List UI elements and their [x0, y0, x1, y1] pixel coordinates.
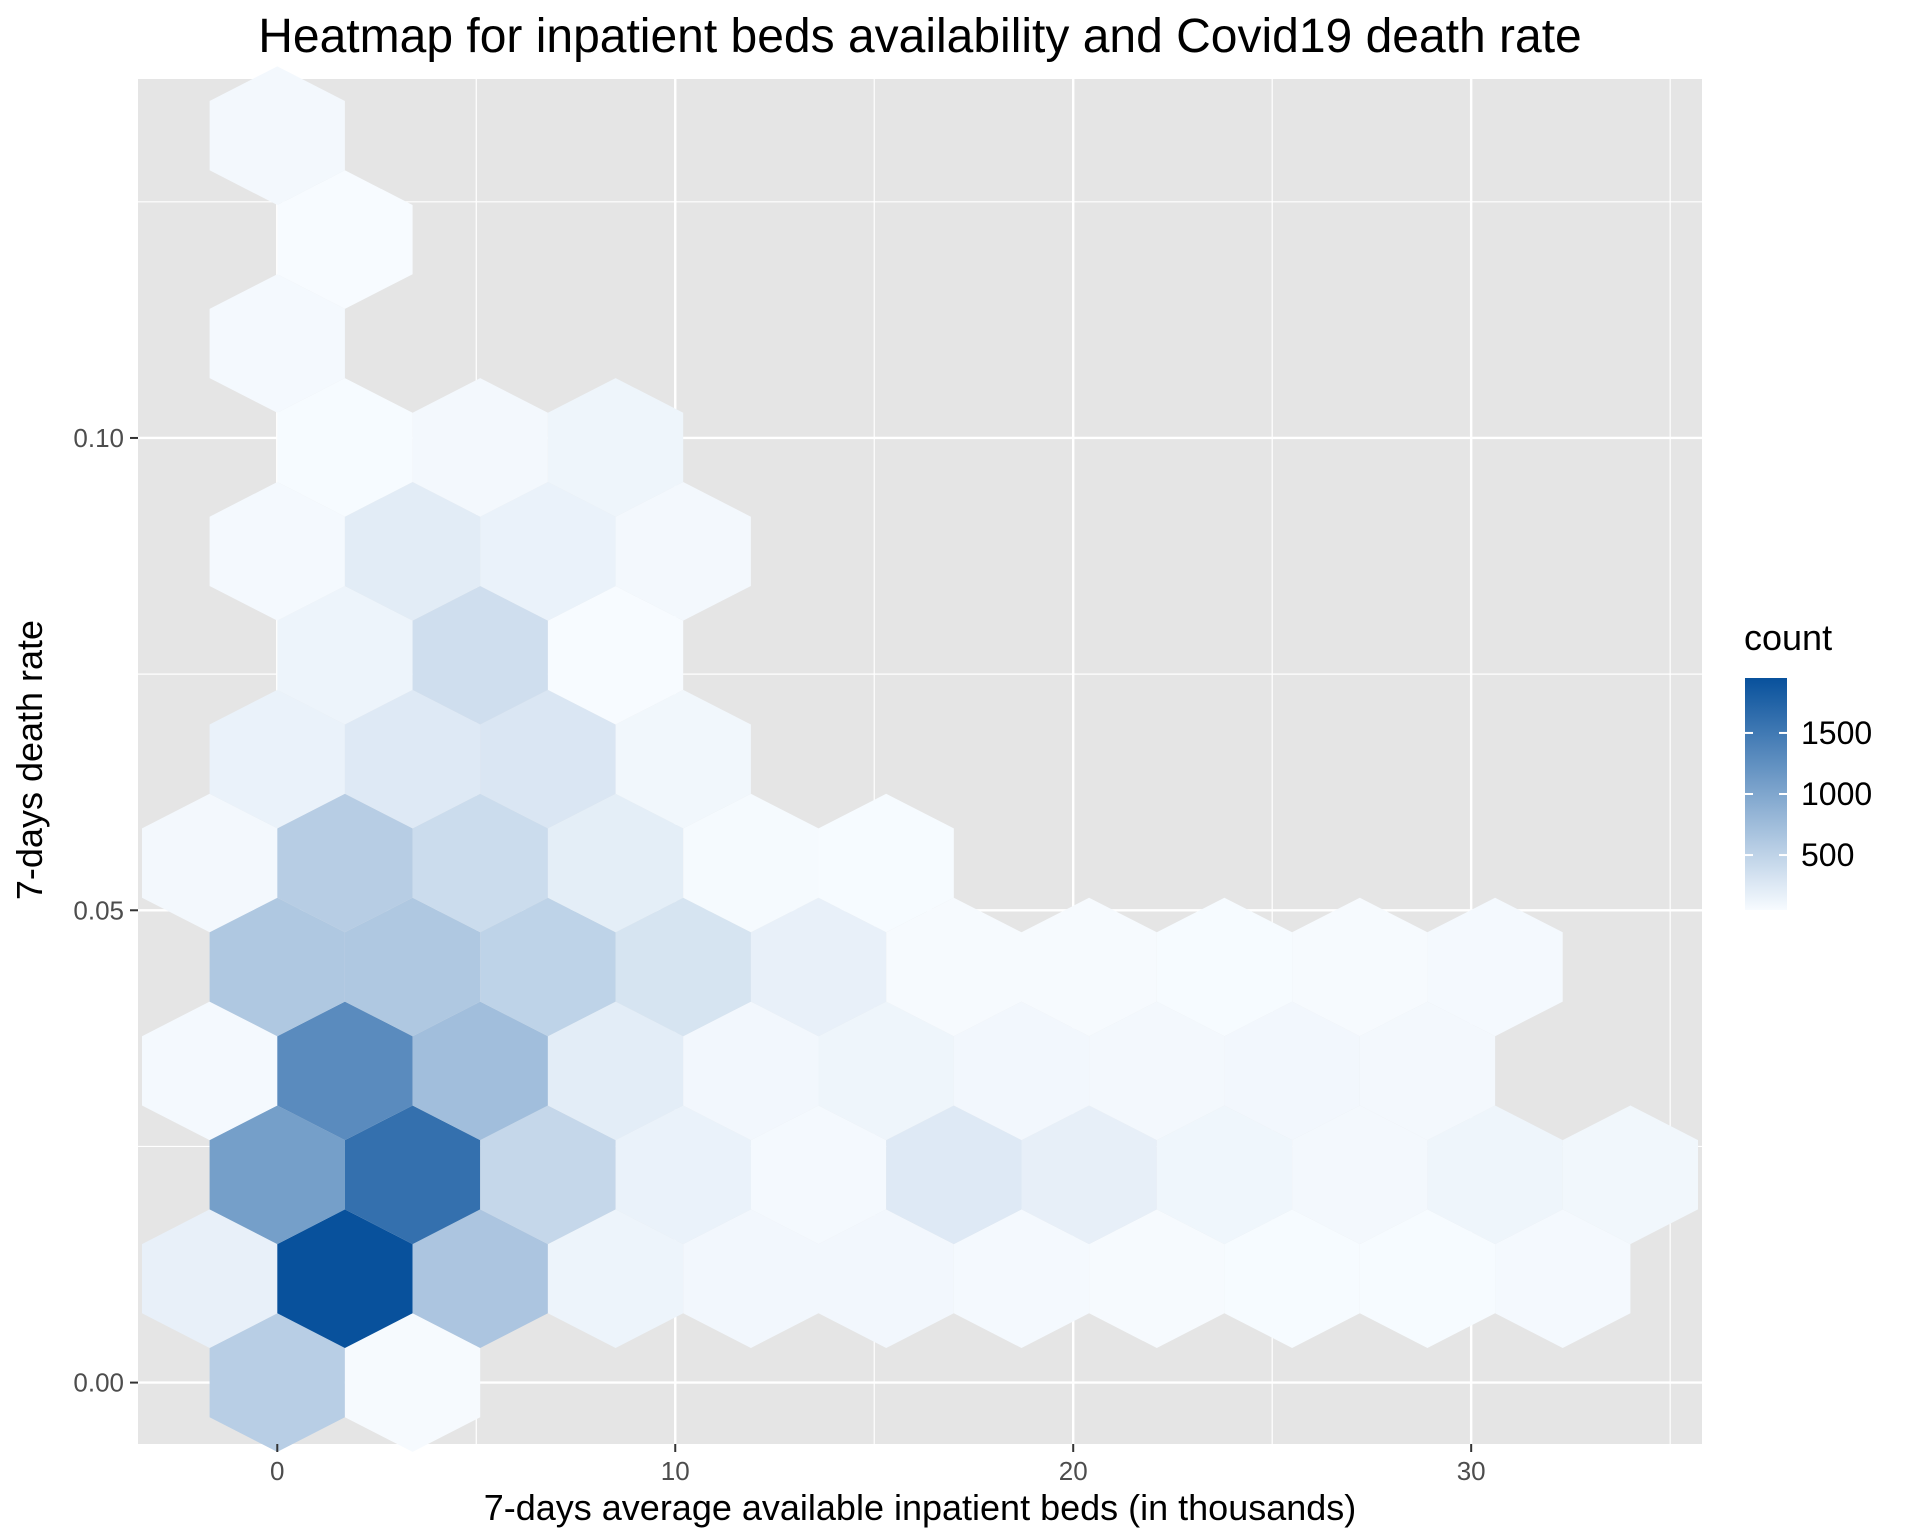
hex-bin	[615, 482, 751, 621]
hex-bin	[818, 1001, 954, 1141]
hex-bin	[480, 482, 616, 621]
hex-bin	[480, 1105, 616, 1245]
y-tick-label: 0.00	[73, 1368, 124, 1398]
hex-bin	[615, 1105, 751, 1245]
x-tick-label: 10	[661, 1456, 690, 1486]
hex-bin	[750, 897, 887, 1037]
legend-tick-label: 1500	[1801, 715, 1872, 751]
hex-bin	[1495, 1209, 1631, 1348]
hex-bin	[277, 1001, 413, 1141]
hex-bin	[1089, 1001, 1225, 1141]
legend-tick-label: 1000	[1801, 776, 1872, 812]
hex-bin	[1224, 1209, 1360, 1348]
hex-bin	[344, 482, 481, 621]
x-tick-label: 30	[1457, 1456, 1486, 1486]
hex-bin	[818, 1209, 954, 1348]
hex-bin	[1021, 1105, 1157, 1245]
x-axis: 0 10 20 30	[270, 1444, 1486, 1486]
legend-ticks: 500 1000 1500	[1745, 715, 1872, 873]
x-tick-label: 0	[270, 1456, 284, 1486]
hex-bin	[344, 1313, 481, 1452]
hex-bin	[886, 897, 1022, 1037]
y-axis: 0.00 0.05 0.10	[73, 423, 138, 1398]
hex-bin	[1562, 1105, 1698, 1245]
hex-bin	[1021, 897, 1157, 1037]
hex-bin	[209, 274, 345, 413]
hex-bin	[209, 1313, 345, 1452]
hex-bin	[412, 586, 548, 725]
hex-bin	[142, 793, 278, 933]
hex-bin	[547, 586, 684, 725]
hex-bin	[615, 897, 751, 1037]
hex-bin	[818, 793, 954, 933]
hex-bin	[953, 1001, 1090, 1141]
hex-bin	[209, 1105, 345, 1245]
x-axis-title: 7-days average available inpatient beds …	[484, 1487, 1357, 1528]
y-tick-label: 0.05	[73, 895, 124, 925]
hex-bin	[277, 793, 413, 933]
legend-title: count	[1744, 617, 1832, 658]
hex-bin	[547, 378, 684, 517]
hex-bin	[209, 897, 345, 1037]
hex-bin	[683, 793, 819, 933]
hex-bin	[953, 1209, 1090, 1348]
y-tick-label: 0.10	[73, 423, 124, 453]
legend-tick-label: 500	[1801, 837, 1854, 873]
hex-bin	[412, 793, 548, 933]
hex-bin	[1292, 897, 1428, 1037]
hex-bin	[547, 1001, 684, 1141]
hex-bin	[886, 1105, 1022, 1245]
hex-bin	[683, 1209, 819, 1348]
hex-bin	[1156, 1105, 1293, 1245]
hex-bin	[1089, 1209, 1225, 1348]
hex-bin	[209, 689, 345, 829]
x-tick-label: 20	[1059, 1456, 1088, 1486]
hex-bin	[1224, 1001, 1360, 1141]
hex-bin	[277, 378, 413, 517]
hex-bin	[277, 170, 413, 309]
hex-bin	[209, 66, 345, 206]
hex-bin	[480, 897, 616, 1037]
hex-bin	[480, 689, 616, 829]
hex-bin	[547, 793, 684, 933]
hex-bin	[1427, 897, 1563, 1037]
hex-bin	[1292, 1105, 1428, 1245]
hex-bin	[277, 586, 413, 725]
chart-title: Heatmap for inpatient beds availability …	[258, 10, 1582, 63]
hex-bin	[344, 897, 481, 1037]
minor-gridlines	[138, 79, 1702, 1444]
hex-bin	[344, 1105, 481, 1245]
hex-bin	[344, 689, 481, 829]
hex-bin	[683, 1001, 819, 1141]
hex-bin	[277, 1209, 413, 1348]
hex-bins	[142, 66, 1698, 1452]
plot-panel	[138, 66, 1702, 1452]
hex-bin	[142, 1001, 278, 1141]
hex-bin	[750, 1105, 887, 1245]
hex-bin	[412, 1209, 548, 1348]
hex-bin	[1427, 1105, 1563, 1245]
legend: count 500 1000 1500	[1744, 617, 1872, 910]
hex-bin	[412, 378, 548, 517]
hex-bin	[1359, 1001, 1496, 1141]
hex-bin	[209, 482, 345, 621]
hex-bin	[142, 1209, 278, 1348]
hex-bin	[1359, 1209, 1496, 1348]
y-axis-title: 7-days death rate	[9, 620, 50, 900]
hex-bin	[547, 1209, 684, 1348]
hex-bin	[1156, 897, 1293, 1037]
hex-bin	[412, 1001, 548, 1141]
hex-bin	[615, 689, 751, 829]
